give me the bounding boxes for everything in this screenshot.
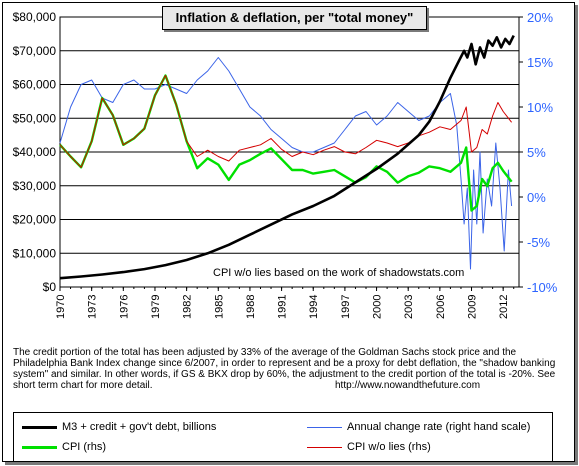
y-right-tick-label: 0% bbox=[527, 190, 546, 205]
chart-canvas: $0 $10,000 $20,000 $30,000 $40,000 $50,000 $60… bbox=[13, 10, 558, 319]
x-tick-label: 1988 bbox=[245, 295, 257, 319]
legend-swatch-cpi bbox=[22, 445, 57, 449]
x-tick-label: 2006 bbox=[435, 295, 447, 319]
legend-item-cpi: CPI (rhs) bbox=[22, 439, 106, 455]
y-left-tick-label: $60,000 bbox=[13, 78, 57, 92]
y-right-tick-label: 20% bbox=[527, 10, 553, 25]
chart-title: Inflation & deflation, per "total money" bbox=[162, 6, 427, 30]
legend-item-annual-change: Annual change rate (right hand scale) bbox=[307, 419, 530, 435]
y-right-tick-label: 10% bbox=[527, 100, 553, 115]
y-left-tick-label: $40,000 bbox=[13, 145, 57, 159]
x-tick-label: 1997 bbox=[340, 295, 352, 319]
series-annual-change bbox=[59, 57, 513, 270]
legend-swatch-total-money bbox=[22, 425, 57, 429]
legend-item-cpi-wo-lies: CPI w/o lies (rhs) bbox=[307, 439, 431, 455]
legend-label-total-money: M3 + credit + gov't debt, billions bbox=[62, 421, 217, 433]
x-tick-label: 1970 bbox=[55, 295, 67, 319]
x-tick-label: 1973 bbox=[87, 295, 99, 319]
chart-frame: $0 $10,000 $20,000 $30,000 $40,000 $50,000 $60… bbox=[2, 2, 575, 462]
x-tick-label: 2012 bbox=[498, 295, 510, 319]
x-tick-label: 1991 bbox=[277, 295, 289, 319]
legend-swatch-annual-change bbox=[307, 426, 342, 428]
y-left-tick-label: $10,000 bbox=[13, 246, 57, 260]
y-left-tick-label: $50,000 bbox=[13, 111, 57, 125]
y-left-tick-label: $70,000 bbox=[13, 44, 57, 58]
y-left-tick-label: $20,000 bbox=[13, 213, 57, 227]
y-left-tick-label: $0 bbox=[43, 280, 57, 294]
source-url: http://www.nowandthefuture.com bbox=[335, 380, 481, 391]
y-left-tick-label: $80,000 bbox=[13, 10, 57, 24]
x-tick-label: 1994 bbox=[308, 295, 320, 319]
y-right-tick-label: -10% bbox=[527, 280, 558, 295]
x-tick-label: 1985 bbox=[213, 295, 225, 319]
legend-label-cpi-wo-lies: CPI w/o lies (rhs) bbox=[347, 441, 431, 453]
legend-item-total-money: M3 + credit + gov't debt, billions bbox=[22, 419, 216, 435]
x-tick-label: 2003 bbox=[403, 295, 415, 319]
legend-label-cpi: CPI (rhs) bbox=[62, 441, 106, 453]
chart-annotation: CPI w/o lies based on the work of shadow… bbox=[213, 267, 465, 279]
y-right-tick-label: -5% bbox=[527, 235, 551, 250]
legend-swatch-cpi-wo-lies bbox=[307, 446, 342, 448]
x-tick-label: 1976 bbox=[118, 295, 130, 319]
legend-label-annual-change: Annual change rate (right hand scale) bbox=[347, 421, 531, 433]
y-right-tick-label: 15% bbox=[527, 55, 553, 70]
series-cpi-wo-lies bbox=[59, 75, 512, 168]
x-tick-label: 2009 bbox=[467, 295, 479, 319]
series-total-money bbox=[59, 35, 515, 280]
y-left-tick-label: $30,000 bbox=[13, 179, 57, 193]
x-tick-label: 2000 bbox=[372, 295, 384, 319]
legend: M3 + credit + gov't debt, billions Annua… bbox=[13, 412, 553, 462]
y-right-tick-label: 5% bbox=[527, 145, 546, 160]
x-tick-label: 1982 bbox=[182, 295, 194, 319]
x-tick-label: 1979 bbox=[150, 295, 162, 319]
chart-note: The credit portion of the total has been… bbox=[13, 347, 556, 391]
